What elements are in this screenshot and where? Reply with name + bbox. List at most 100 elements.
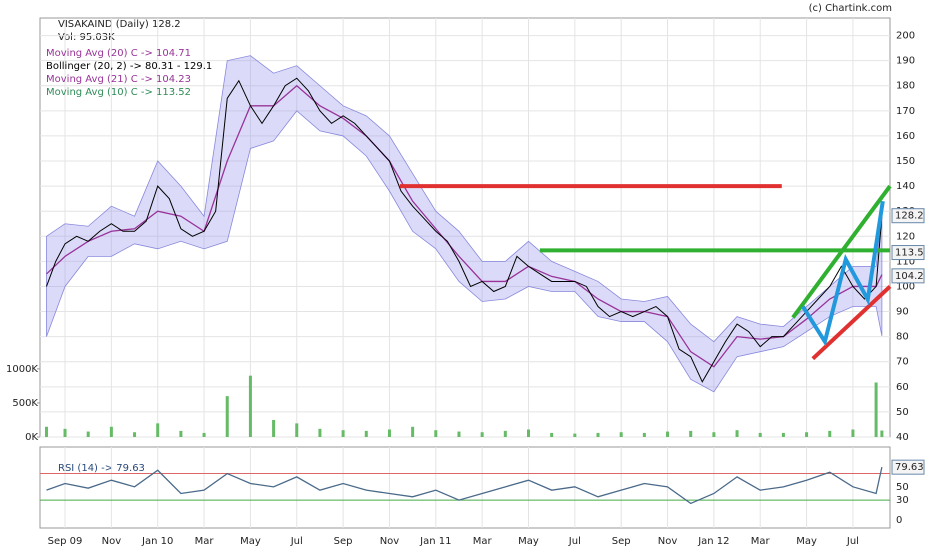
y-tick-label: 200 (896, 31, 915, 42)
volume-bar (735, 430, 739, 437)
rsi-line (46, 467, 883, 505)
x-tick-label: May (518, 536, 539, 547)
y-tick-label: 170 (896, 106, 915, 117)
volume-bar (44, 426, 48, 437)
y-tick-label: 150 (896, 156, 915, 167)
volume-bar (526, 429, 530, 437)
volume-bar (364, 430, 368, 437)
x-tick-label: Jul (846, 536, 859, 547)
price-flag (891, 245, 925, 261)
volume-bar (712, 432, 716, 437)
price-flag (891, 208, 925, 224)
trend-drawing (791, 184, 892, 319)
trend-drawing (811, 285, 892, 361)
y-tick-label: 110 (896, 256, 915, 267)
x-tick-label: Mar (751, 536, 771, 547)
bollinger-band (46, 55, 883, 393)
rsi-tick-label: 0 (896, 515, 902, 526)
volume-bar (387, 429, 391, 437)
y-tick-label: 80 (896, 332, 909, 343)
x-tick-label: Jan 11 (419, 536, 451, 547)
volume-bar (411, 426, 415, 437)
volume-bar (156, 423, 160, 437)
rsi-label: RSI (14) -> 79.63 (58, 463, 145, 474)
y-tick-label: 40 (896, 432, 909, 443)
volume-bar (666, 431, 670, 437)
price-flag-label: 128.2 (895, 211, 924, 222)
rsi-tick-label: 50 (896, 482, 909, 493)
x-tick-label: Sep (612, 536, 631, 547)
rsi-flag-label: 79.63 (895, 462, 924, 473)
volume-bar (805, 432, 809, 437)
volume-bar (225, 396, 229, 437)
y-tick-label: 90 (896, 307, 909, 318)
rsi-flag (891, 459, 925, 475)
volume-bar (457, 431, 461, 437)
volume-bar (851, 429, 855, 437)
volume-bar (596, 432, 600, 437)
x-tick-label: Nov (102, 536, 122, 547)
volume-bar (272, 419, 276, 437)
volume-label: Vol: 95.03K (58, 32, 115, 43)
price-flag-label: 104.2 (895, 271, 924, 282)
volume-bar (133, 432, 137, 437)
volume-bar (828, 430, 832, 437)
y-tick-label: 190 (896, 56, 915, 67)
price-panel (39, 17, 891, 438)
price-flag-label: 113.5 (895, 248, 924, 259)
volume-bar (248, 375, 252, 437)
legend-entry: Bollinger (20, 2) -> 80.31 - 129.1 (46, 61, 212, 72)
volume-bar (642, 432, 646, 437)
volume-bar (179, 430, 183, 437)
x-tick-label: Jul (290, 536, 303, 547)
y-tick-label: 100 (896, 281, 915, 292)
x-tick-label: Nov (658, 536, 678, 547)
volume-bar (318, 428, 322, 437)
volume-bar (503, 430, 507, 437)
volume-bar (434, 430, 438, 437)
y-tick-label: 120 (896, 231, 915, 242)
price-line (46, 77, 883, 383)
price-flag (891, 268, 925, 284)
y-tick-label: 70 (896, 357, 909, 368)
moving-average (46, 84, 883, 368)
x-tick-label: Sep 09 (48, 536, 83, 547)
volume-tick-label: 500K (12, 398, 38, 409)
trend-drawing (801, 200, 885, 347)
x-tick-label: Mar (473, 536, 493, 547)
chart-title: VISAKAIND (Daily) 128.2 (58, 19, 181, 30)
volume-tick-label: 0K (25, 432, 38, 443)
y-tick-label: 140 (896, 181, 915, 192)
volume-bar (86, 431, 90, 437)
x-tick-label: Nov (380, 536, 400, 547)
volume-bar (480, 432, 484, 437)
volume-bar (619, 432, 623, 437)
rsi-panel (39, 446, 891, 529)
rsi-tick-label: 30 (896, 495, 909, 506)
x-tick-label: Sep (334, 536, 353, 547)
x-tick-label: Jan 12 (697, 536, 729, 547)
x-tick-label: Mar (195, 536, 215, 547)
volume-bar (880, 430, 884, 437)
y-tick-label: 160 (896, 131, 915, 142)
volume-bar (874, 382, 878, 437)
volume-bar (63, 428, 67, 437)
x-tick-label: May (796, 536, 817, 547)
x-tick-label: May (240, 536, 261, 547)
legend-entry: Moving Avg (20) C -> 104.71 (46, 48, 191, 59)
volume-bar (758, 432, 762, 437)
y-tick-label: 180 (896, 81, 915, 92)
x-tick-label: Jan 10 (141, 536, 173, 547)
volume-bar (341, 430, 345, 437)
x-tick-label: Jul (568, 536, 581, 547)
y-tick-label: 50 (896, 407, 909, 418)
legend-entry: Moving Avg (10) C -> 113.52 (46, 87, 191, 98)
volume-bar (689, 430, 693, 437)
volume-bar (550, 432, 554, 437)
volume-bar (573, 433, 577, 437)
volume-tick-label: 1000K (6, 364, 38, 375)
legend-entry: Moving Avg (21) C -> 104.23 (46, 74, 191, 85)
volume-bar (781, 432, 785, 437)
volume-bar (109, 426, 113, 437)
